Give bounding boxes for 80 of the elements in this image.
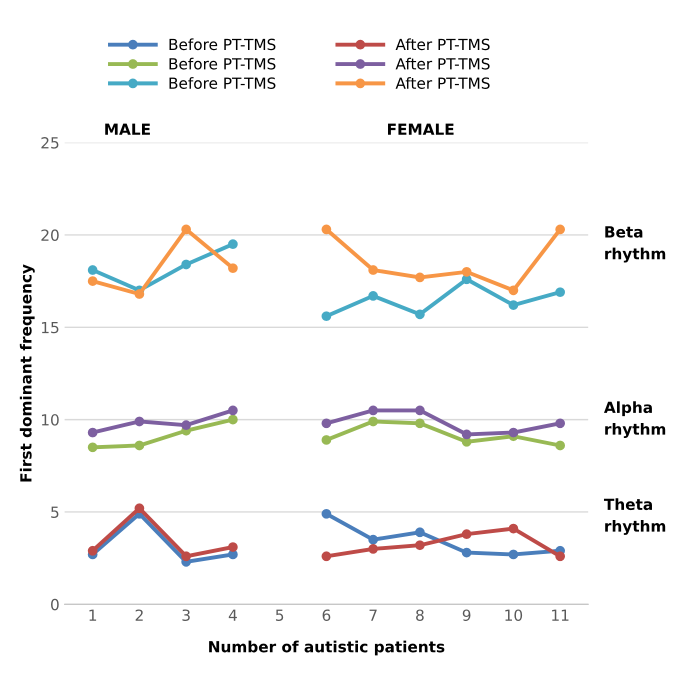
y-tick-label: 20 xyxy=(41,229,59,241)
point xyxy=(228,263,238,274)
point xyxy=(415,527,425,538)
point xyxy=(322,224,332,234)
legend-label: After PT-TMS xyxy=(396,38,490,50)
x-tick-label: 10 xyxy=(505,609,522,621)
point xyxy=(415,540,425,550)
point xyxy=(322,311,332,322)
point xyxy=(134,289,144,299)
legend-label: Before PT-TMS xyxy=(170,58,276,70)
point xyxy=(415,272,425,282)
point xyxy=(322,435,332,445)
legend-label: After PT-TMS xyxy=(396,58,490,70)
point xyxy=(508,550,518,560)
point xyxy=(88,442,98,452)
point xyxy=(555,224,566,234)
y-tick-label: 15 xyxy=(42,322,58,334)
x-axis-title: Number of autistic patients xyxy=(209,640,444,656)
point xyxy=(415,406,425,416)
point xyxy=(508,300,518,310)
text: MALE xyxy=(105,124,150,135)
point xyxy=(181,260,192,270)
point xyxy=(368,534,378,545)
point xyxy=(322,551,332,562)
text: Beta rhythm xyxy=(605,226,666,262)
point xyxy=(322,508,332,519)
x-tick-label: 7 xyxy=(370,610,377,621)
point xyxy=(134,503,144,514)
point xyxy=(88,276,98,286)
point xyxy=(508,285,518,296)
x-tick-label: 1 xyxy=(89,610,96,621)
point xyxy=(88,428,98,438)
y-tick-label: 25 xyxy=(41,137,58,149)
text: Theta rhythm xyxy=(604,498,666,535)
point xyxy=(462,529,472,539)
point xyxy=(415,418,425,428)
legend-label: Before PT-TMS xyxy=(170,77,276,89)
legend-label: After PT-TMS xyxy=(396,77,490,89)
text: Alpha rhythm xyxy=(604,401,666,438)
point xyxy=(555,418,566,428)
point xyxy=(322,418,332,428)
x-tick-label: 9 xyxy=(462,609,470,621)
y-axis-title: First dominant frequency xyxy=(20,264,35,482)
x-tick-label: 3 xyxy=(182,609,190,621)
point xyxy=(88,546,98,556)
point xyxy=(368,291,378,301)
point xyxy=(368,265,378,275)
x-tick-label: 2 xyxy=(136,609,143,621)
point xyxy=(228,414,238,424)
point xyxy=(508,524,518,534)
point xyxy=(415,309,425,320)
point xyxy=(462,267,472,277)
point xyxy=(134,416,144,426)
x-tick-label: 4 xyxy=(228,610,237,621)
point xyxy=(181,224,192,234)
point xyxy=(368,416,378,426)
point xyxy=(134,440,144,450)
point xyxy=(508,428,518,438)
point xyxy=(462,430,472,440)
text: FEMALE xyxy=(388,124,454,135)
point xyxy=(181,420,192,430)
point xyxy=(368,544,378,554)
point xyxy=(228,406,238,416)
point xyxy=(181,551,192,562)
x-tick-label: 6 xyxy=(322,609,330,621)
point xyxy=(462,548,472,558)
point xyxy=(88,265,98,275)
point xyxy=(368,406,378,416)
point xyxy=(228,542,238,552)
point xyxy=(228,239,238,250)
point xyxy=(555,551,566,562)
y-tick-label: 10 xyxy=(42,414,59,426)
x-tick-label: 11 xyxy=(552,610,568,621)
x-tick-label: 8 xyxy=(416,609,424,621)
point xyxy=(555,440,566,450)
y-tick-label: 5 xyxy=(51,506,58,518)
x-tick-label: 5 xyxy=(276,610,284,621)
y-tick-label: 0 xyxy=(51,598,59,610)
point xyxy=(555,287,566,298)
legend-label: Before PT-TMS xyxy=(170,38,276,50)
